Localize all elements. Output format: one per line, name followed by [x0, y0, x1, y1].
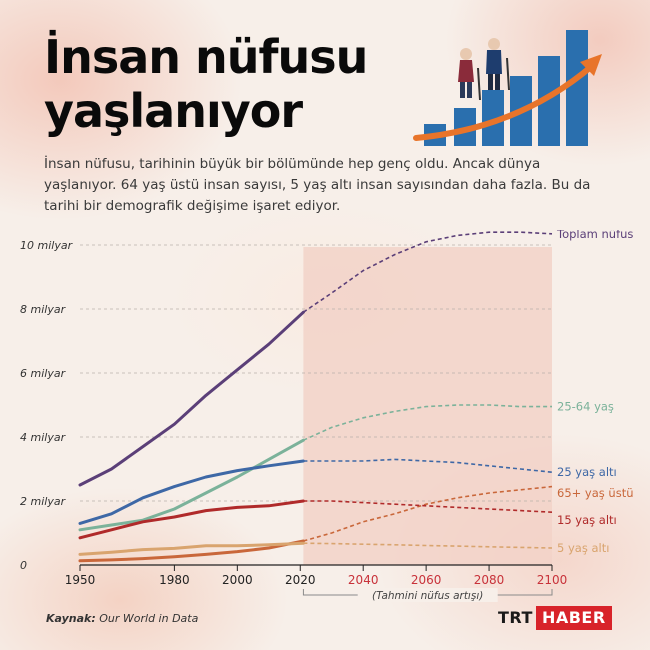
y-tick-label: 2 milyar [20, 495, 67, 508]
series-label: Toplam nüfus [556, 230, 633, 241]
series-line-projected [303, 458, 553, 473]
arrow-head-icon [580, 54, 602, 76]
y-tick-label: 4 milyar [20, 431, 67, 444]
title-line-1: İnsan nüfusu [44, 30, 368, 84]
illustration-bar-6 [566, 30, 588, 146]
x-tick-label: 2040 [348, 573, 379, 587]
series-line-projected [302, 231, 553, 313]
x-tick-label: 2000 [222, 573, 253, 587]
x-tick-label: 2060 [411, 573, 442, 587]
x-tick-label: 1980 [159, 573, 190, 587]
aging-illustration [413, 30, 602, 146]
intro-text: İnsan nüfusu, tarihinin büyük bir bölümü… [44, 156, 591, 214]
series-label: 65+ yaş üstü [557, 486, 634, 500]
x-tick-label: 2020 [285, 573, 316, 587]
elderly-man-figure [486, 38, 510, 91]
series-label: 25 yaş altı [557, 465, 617, 479]
source-note: Kaynak: Our World in Data [46, 612, 198, 625]
series-labels: Toplam nüfus 25-64 yaş 25 yaş altı 65+ yaş … [556, 230, 634, 555]
projection-label: (Tahmini nüfus artışı) [372, 590, 483, 602]
projection-bracket: (Tahmini nüfus artışı) [302, 588, 553, 602]
series-label: 15 yaş altı [557, 513, 617, 527]
series-line-projected [303, 485, 553, 542]
series-line-historical [78, 459, 305, 525]
series-line-projected [303, 404, 552, 441]
logo-trt: TRT [498, 608, 533, 627]
population-chart: 0 2 milyar 4 milyar 6 milyar 8 milyar 10 mily… [20, 230, 634, 602]
series-label: 25-64 yaş [557, 400, 614, 414]
x-axis-ticks: 1950 1980 2000 2020 2040 2060 2080 2100 [65, 565, 568, 587]
series-line-projected [303, 542, 553, 549]
illustration-bar-5 [538, 56, 560, 146]
illustration-bar-3 [482, 90, 504, 146]
elderly-woman-figure [458, 48, 481, 101]
series-line-historical [78, 499, 305, 540]
x-tick-label: 2080 [474, 573, 505, 587]
projection-label-background [357, 588, 498, 602]
series-lines [78, 231, 553, 563]
trt-haber-logo: TRT HABER [498, 606, 612, 630]
y-tick-label: 8 milyar [20, 303, 67, 316]
logo-haber: HABER [535, 606, 612, 630]
x-tick-label: 2100 [537, 573, 568, 587]
y-tick-label: 10 milyar [20, 239, 74, 252]
series-line-historical [78, 438, 305, 532]
series-line-projected [303, 500, 553, 513]
rising-arrow [413, 63, 595, 141]
page-title: İnsan nüfusu yaşlanıyor [44, 30, 424, 138]
series-line-historical [78, 539, 305, 563]
source-label: Kaynak: [46, 612, 96, 625]
series-line-historical [78, 541, 305, 556]
series-line-historical [78, 310, 305, 487]
title-line-2: yaşlanıyor [44, 84, 303, 138]
y-axis-ticks: 0 2 milyar 4 milyar 6 milyar 8 milyar 10 mily… [20, 239, 74, 572]
y-tick-label: 6 milyar [20, 367, 67, 380]
x-tick-label: 1950 [65, 573, 96, 587]
series-label: 5 yaş altı [557, 541, 609, 555]
source-text: Our World in Data [95, 612, 199, 625]
y-tick-label: 0 [20, 559, 27, 572]
